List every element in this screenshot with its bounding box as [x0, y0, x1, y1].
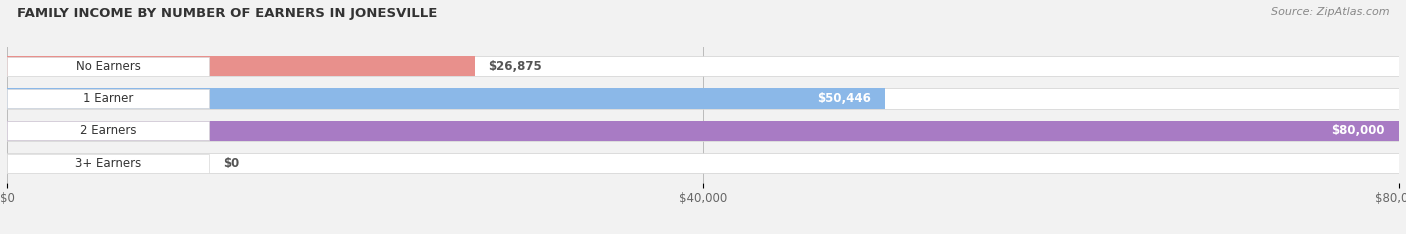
Bar — [7, 56, 1399, 76]
Text: 1 Earner: 1 Earner — [83, 92, 134, 105]
Text: $0: $0 — [222, 157, 239, 170]
Text: 3+ Earners: 3+ Earners — [75, 157, 141, 170]
Bar — [7, 88, 884, 109]
Bar — [7, 153, 1399, 173]
Bar — [7, 89, 209, 108]
Bar — [7, 121, 1399, 141]
Text: Source: ZipAtlas.com: Source: ZipAtlas.com — [1271, 7, 1389, 17]
Text: $26,875: $26,875 — [488, 60, 543, 73]
Bar — [7, 57, 209, 76]
Bar — [7, 154, 209, 172]
Text: FAMILY INCOME BY NUMBER OF EARNERS IN JONESVILLE: FAMILY INCOME BY NUMBER OF EARNERS IN JO… — [17, 7, 437, 20]
Bar — [7, 56, 475, 76]
Bar — [7, 121, 1399, 141]
Text: 2 Earners: 2 Earners — [80, 124, 136, 137]
Text: $80,000: $80,000 — [1331, 124, 1385, 137]
Bar — [7, 121, 209, 140]
Bar — [7, 88, 1399, 109]
Text: $50,446: $50,446 — [817, 92, 870, 105]
Text: No Earners: No Earners — [76, 60, 141, 73]
